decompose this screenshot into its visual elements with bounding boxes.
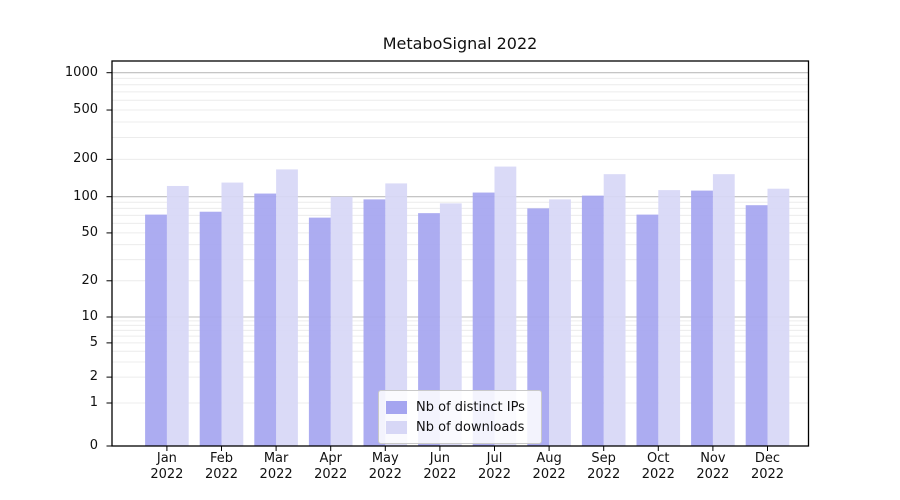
bar-distinct-ips: [308, 217, 331, 446]
x-tick-label-line: 2022: [641, 467, 675, 482]
y-tick-label: 1000: [64, 64, 98, 80]
y-tick-label: 50: [81, 224, 98, 240]
bar-distinct-ips: [527, 208, 550, 446]
bar-downloads: [658, 190, 681, 446]
x-tick-label-line: Oct: [647, 451, 670, 466]
x-tick-label-line: 2022: [587, 467, 621, 482]
x-tick-label: Jun 2022: [406, 451, 474, 483]
bar-downloads: [549, 199, 571, 446]
y-tick-label: 10: [81, 309, 98, 324]
legend-label-distinct-ips: Nb of distinct IPs: [416, 399, 525, 415]
bar-downloads: [712, 174, 735, 446]
x-tick-label-line: Mar: [263, 451, 289, 466]
bar-distinct-ips: [745, 205, 768, 446]
x-tick-label-line: 2022: [150, 467, 184, 482]
chart-title: MetaboSignal 2022: [382, 34, 538, 53]
legend-item-downloads: Nb of downloads: [386, 417, 533, 437]
x-tick-label-line: Aug: [536, 451, 562, 466]
bar-distinct-ips: [254, 193, 277, 446]
y-tick-label: 5: [89, 334, 98, 350]
bar-downloads: [439, 203, 462, 446]
bar-downloads: [221, 182, 244, 446]
x-tick-label-line: 2022: [532, 467, 566, 482]
x-tick-label: Jul 2022: [461, 451, 529, 483]
y-tick-label: 2: [89, 369, 98, 385]
y-tick-label: 200: [73, 151, 98, 167]
legend-swatch-downloads: [386, 420, 407, 434]
x-tick-label: Apr 2022: [297, 451, 365, 483]
x-tick-label: Mar 2022: [242, 451, 310, 483]
x-tick-label: Aug 2022: [515, 451, 583, 483]
bar-downloads: [767, 188, 790, 446]
bar-distinct-ips: [363, 199, 386, 446]
x-tick-label-line: Jan: [156, 451, 177, 466]
bar-downloads: [385, 183, 408, 447]
bar-distinct-ips: [145, 214, 167, 446]
x-tick-label-line: 2022: [696, 467, 730, 482]
x-tick-label-line: Nov: [700, 451, 726, 466]
x-tick-label-line: Feb: [209, 451, 234, 466]
x-tick-label: Jan 2022: [133, 451, 201, 483]
x-tick-label: May 2022: [351, 451, 419, 483]
x-tick-label: Nov 2022: [679, 451, 747, 483]
bar-distinct-ips: [691, 190, 713, 446]
bar-distinct-ips: [418, 213, 440, 446]
x-tick-label: Sep 2022: [570, 451, 638, 483]
bar-distinct-ips: [472, 192, 495, 446]
y-tick-label: 20: [81, 272, 98, 288]
x-tick-label-line: 2022: [259, 467, 293, 482]
x-tick-label-line: 2022: [423, 467, 457, 482]
x-tick-label-line: Jul: [486, 451, 503, 466]
y-tick-label: 0: [89, 438, 98, 453]
legend-item-distinct-ips: Nb of distinct IPs: [386, 397, 533, 417]
legend-swatch-distinct-ips: [386, 400, 407, 414]
y-tick-label: 100: [73, 188, 98, 204]
x-tick-label-line: 2022: [368, 467, 402, 482]
bar-distinct-ips: [636, 214, 659, 446]
bar-downloads: [276, 169, 298, 446]
bar-downloads: [494, 166, 517, 446]
x-tick-label: Dec 2022: [734, 451, 802, 483]
x-tick-label-line: 2022: [477, 467, 512, 482]
bar-downloads: [166, 185, 189, 446]
bar-distinct-ips: [581, 195, 604, 446]
bar-downloads: [603, 174, 626, 446]
x-tick-label-line: 2022: [204, 467, 239, 482]
bar-distinct-ips: [199, 211, 222, 446]
x-tick-label: Oct 2022: [624, 451, 692, 483]
x-tick-label-line: May: [371, 451, 399, 466]
x-tick-label-line: Sep: [591, 451, 616, 466]
x-tick-label-line: 2022: [750, 467, 785, 482]
y-tick-label: 1: [89, 395, 98, 410]
x-tick-label-line: Dec: [754, 451, 781, 466]
x-tick-label: Feb 2022: [188, 451, 256, 483]
chart-legend: Nb of distinct IPs Nb of downloads: [378, 390, 542, 444]
bar-downloads: [330, 196, 353, 446]
plot-spines: [111, 60, 810, 447]
x-tick-label-line: Jun: [429, 451, 451, 466]
y-tick-label: 500: [73, 102, 98, 118]
x-tick-label-line: Apr: [319, 451, 342, 466]
x-tick-label-line: 2022: [314, 467, 348, 482]
legend-label-downloads: Nb of downloads: [416, 419, 525, 435]
